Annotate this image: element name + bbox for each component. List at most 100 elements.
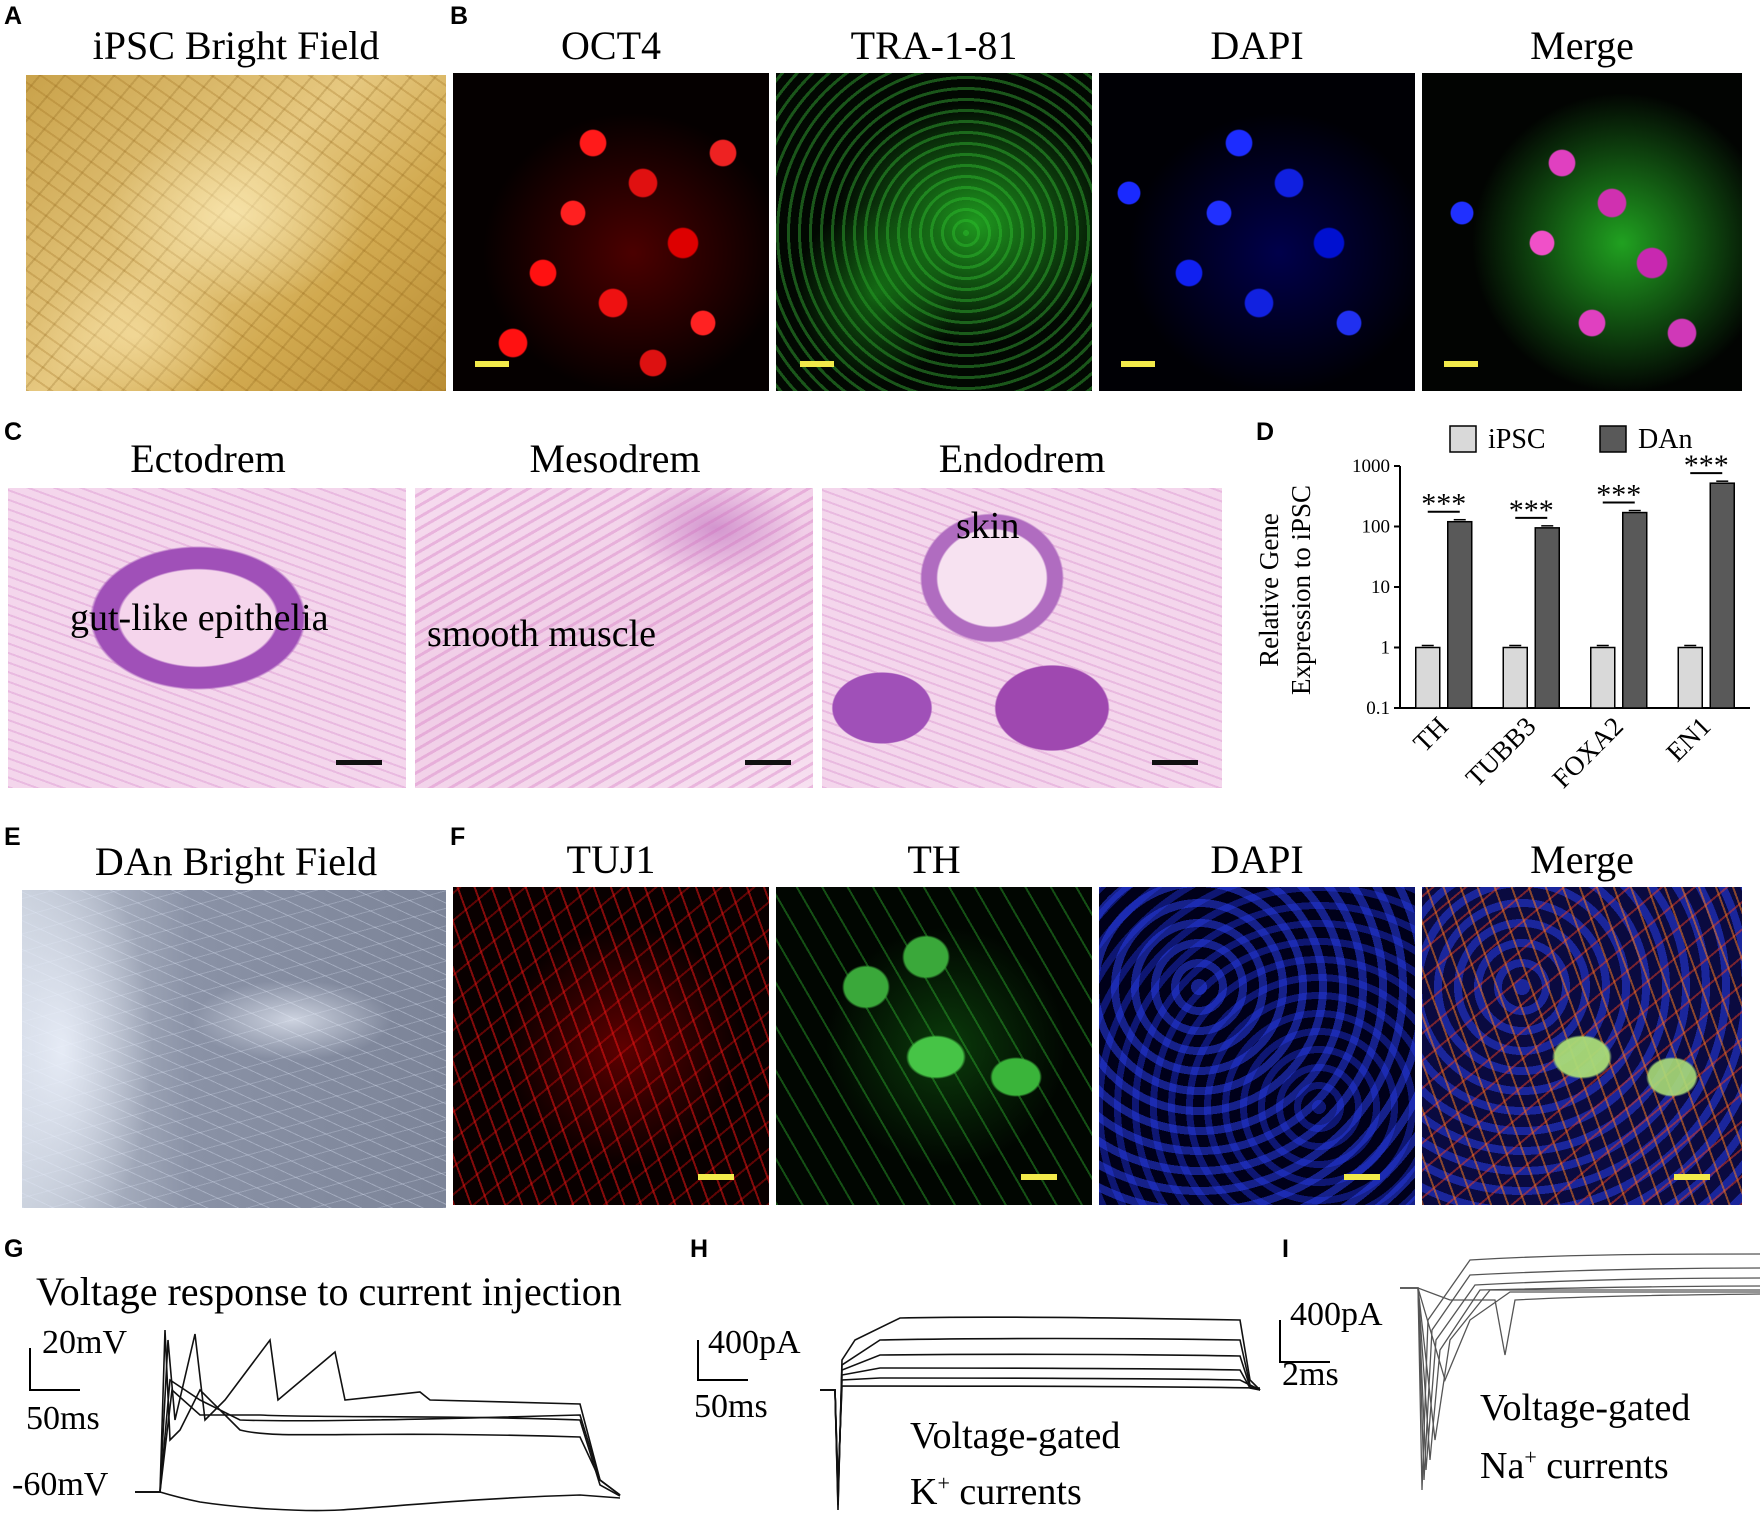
- panel-c-title-ecto: Ectodrem: [130, 436, 286, 481]
- panel-i-caption-sup: +: [1524, 1444, 1537, 1470]
- scale-bar-vertical: [29, 1348, 80, 1391]
- significance-label: ***: [1421, 488, 1466, 521]
- panel-g-baseline: -60mV: [12, 1466, 109, 1503]
- na-trace-7: [1400, 1287, 1761, 1356]
- panel-i-caption-ion: Na: [1480, 1445, 1525, 1487]
- x-tick-label-en1: EN1: [1660, 711, 1716, 767]
- tuj1-image: [453, 887, 769, 1205]
- panel-f-title-tuj1: TUJ1: [566, 837, 656, 882]
- k-trace-3: [820, 1353, 1261, 1501]
- annotation-skin: skin: [956, 505, 1020, 547]
- dapi-image-f: [1099, 887, 1415, 1205]
- panel-i-scale-t: 2ms: [1282, 1356, 1339, 1393]
- na-current-traces: [1279, 1253, 1761, 1491]
- bar-ipsc-tubb3: [1502, 646, 1528, 709]
- panel-b-title-merge: Merge: [1530, 23, 1634, 68]
- bar-dan-tubb3: [1534, 527, 1560, 709]
- merge-image-b: [1422, 73, 1742, 391]
- panel-h-scale-i: 400pA: [708, 1324, 801, 1361]
- scale-bar: [1152, 760, 1198, 765]
- trace-3: [135, 1378, 621, 1496]
- panel-b-title-oct4: OCT4: [561, 23, 661, 68]
- panel-e-title: DAn Bright Field: [94, 839, 378, 884]
- panel-g-scale-v: 20mV: [42, 1324, 127, 1361]
- significance-label: ***: [1684, 449, 1729, 482]
- k-trace-4: [820, 1367, 1261, 1496]
- panel-i-caption-1: Voltage-gated: [1480, 1387, 1691, 1429]
- merge-image-f: [1422, 887, 1742, 1205]
- scale-bar: [1121, 361, 1155, 367]
- dapi-image-b: [1099, 73, 1415, 391]
- panel-label-h: H: [690, 1235, 709, 1263]
- y-tick-label: 1000: [1352, 456, 1390, 477]
- panel-h-caption-sup: +: [937, 1470, 950, 1496]
- panel-g-scale-t: 50ms: [26, 1400, 100, 1437]
- panel-g-title: Voltage response to current injection: [36, 1269, 622, 1314]
- x-tick-label-tubb3: TUBB3: [1460, 711, 1542, 793]
- trace-2: [135, 1333, 621, 1496]
- legend-swatch-dan: [1599, 425, 1627, 453]
- panel-h-caption-rest: currents: [949, 1471, 1082, 1513]
- scale-bar: [1279, 1320, 1330, 1363]
- na-trace-5: [1400, 1287, 1760, 1441]
- panel-f-title-merge: Merge: [1530, 837, 1634, 882]
- legend-swatch-ipsc: [1449, 425, 1477, 453]
- scale-bar: [697, 1340, 748, 1381]
- panel-a-title: iPSC Bright Field: [92, 23, 380, 68]
- panel-label-a: A: [4, 2, 23, 30]
- ipsc-bright-field-image: [26, 75, 446, 391]
- panel-b-title-dapi: DAPI: [1210, 23, 1304, 68]
- panel-label-e: E: [4, 823, 21, 851]
- na-trace-1: [1400, 1253, 1761, 1491]
- panel-label-f: F: [450, 823, 466, 851]
- ectoderm-he-image: gut-like epithelia: [8, 488, 406, 788]
- trace-4: [135, 1388, 621, 1497]
- y-axis-label-line1: Relative Gene: [1254, 513, 1284, 667]
- y-tick-label: 100: [1362, 517, 1391, 538]
- k-trace-1: [820, 1316, 1261, 1511]
- oct4-image: [453, 73, 769, 391]
- legend-label-dan: DAn: [1638, 424, 1692, 455]
- x-tick-label-foxa2: FOXA2: [1546, 711, 1629, 794]
- panel-label-i: I: [1282, 1235, 1289, 1263]
- na-trace-2: [1400, 1267, 1761, 1481]
- scale-bar: [475, 361, 509, 367]
- k-trace-2: [820, 1337, 1261, 1506]
- mesoderm-he-image: smooth muscle: [415, 488, 813, 788]
- scale-bar: [745, 760, 791, 765]
- na-trace-4: [1400, 1285, 1761, 1461]
- k-current-traces: [697, 1316, 1261, 1511]
- panel-f-title-th: TH: [907, 837, 961, 882]
- bar-ipsc-foxa2: [1590, 646, 1616, 709]
- bar-dan-en1: [1709, 482, 1735, 709]
- endoderm-he-image: skin: [822, 488, 1222, 788]
- panel-label-b: B: [450, 2, 469, 30]
- y-axis-label-line2: Expression to iPSC: [1286, 485, 1316, 695]
- dan-bright-field-image: [22, 890, 446, 1208]
- scale-bar: [1021, 1174, 1057, 1180]
- bar-dan-foxa2: [1622, 511, 1648, 709]
- na-trace-6: [1400, 1287, 1760, 1382]
- trace-hyperpolarizing: [135, 1491, 621, 1512]
- panel-label-d: D: [1256, 418, 1275, 446]
- scale-bar: [800, 361, 834, 367]
- y-tick-label: 10: [1371, 577, 1390, 598]
- legend-label-ipsc: iPSC: [1488, 424, 1546, 455]
- bar-dan-th: [1447, 520, 1473, 709]
- x-tick-label-th: TH: [1407, 711, 1454, 758]
- trace-1: [135, 1329, 621, 1496]
- panel-label-c: C: [4, 418, 23, 446]
- panel-h-caption-1: Voltage-gated: [910, 1415, 1121, 1457]
- panel-i-caption-2: Na+ currents: [1480, 1444, 1669, 1488]
- scale-bar: [698, 1174, 734, 1180]
- panel-c-title-endo: Endodrem: [938, 436, 1106, 481]
- panel-i-scale-i: 400pA: [1290, 1296, 1383, 1333]
- panel-f-title-dapi: DAPI: [1210, 837, 1304, 882]
- tra-1-81-image: [776, 73, 1092, 391]
- k-trace-6: [820, 1385, 1261, 1486]
- significance-label: ***: [1596, 479, 1641, 512]
- na-trace-3: [1400, 1277, 1761, 1471]
- annotation-gut-like-epithelia: gut-like epithelia: [70, 597, 329, 639]
- panel-b-title-tra: TRA-1-81: [850, 23, 1018, 68]
- significance-label: ***: [1509, 494, 1554, 527]
